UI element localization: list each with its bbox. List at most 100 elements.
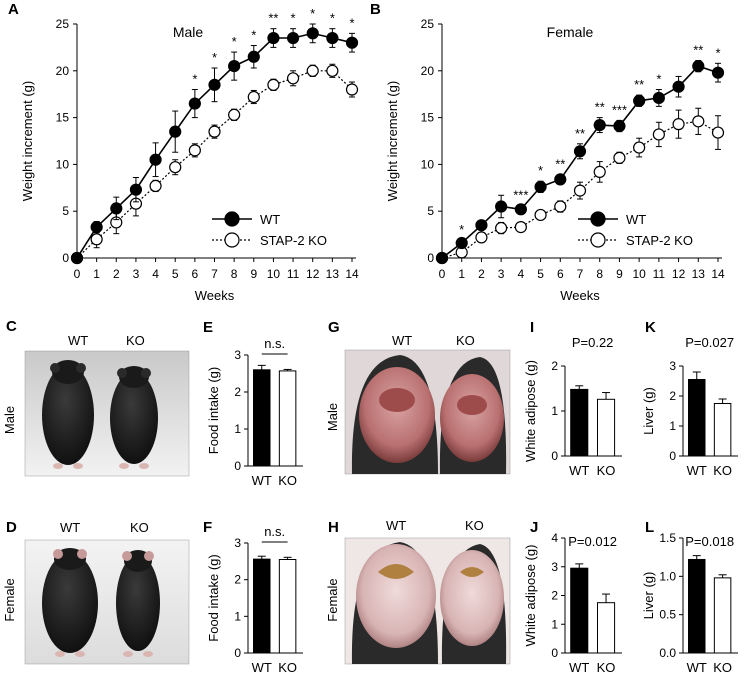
significance-mark: ** — [575, 126, 585, 141]
y-tick-label: 0.0 — [659, 646, 676, 660]
data-point-wt — [613, 119, 626, 133]
y-tick-label: 0 — [234, 459, 241, 473]
bar-wt — [253, 369, 271, 467]
y-axis-label: Weight increment (g) — [385, 81, 400, 201]
x-tick-label: 10 — [632, 267, 646, 281]
data-point-ko — [208, 125, 221, 138]
data-point-wt — [692, 60, 705, 73]
x-tick-label: WT — [569, 463, 589, 478]
data-point-ko — [267, 78, 280, 91]
significance-annotation: P=0.012 — [568, 534, 617, 549]
photo-ko-label: KO — [465, 518, 484, 533]
data-point-ko — [247, 90, 260, 104]
series-line-ko — [76, 70, 353, 259]
significance-annotation: n.s. — [264, 524, 285, 539]
data-point-wt — [593, 118, 606, 132]
x-tick-label: 3 — [498, 267, 505, 281]
data-point-wt — [90, 221, 103, 234]
data-point-wt — [672, 80, 685, 93]
data-point-ko — [554, 200, 567, 213]
data-point-ko — [652, 128, 665, 141]
data-point-ko — [286, 72, 300, 85]
y-tick-label: 5 — [427, 204, 434, 218]
photo-wt-label: WT — [392, 333, 412, 348]
y-tick-label: 25 — [421, 17, 435, 31]
data-point-ko — [188, 144, 201, 157]
x-tick-label: 4 — [518, 267, 525, 281]
data-point-wt — [286, 31, 300, 45]
significance-mark: ** — [693, 43, 703, 58]
data-point-wt — [228, 60, 241, 73]
data-point-ko — [326, 64, 339, 77]
x-tick-label: 14 — [345, 267, 359, 281]
significance-mark: *** — [513, 188, 528, 203]
legend-label: STAP-2 KO — [626, 233, 693, 248]
x-tick-label: 2 — [478, 267, 485, 281]
significance-mark: * — [459, 222, 464, 237]
legend-label: STAP-2 KO — [260, 233, 327, 248]
y-axis-label: Food intake (g) — [206, 367, 221, 454]
significance-annotation: P=0.027 — [685, 335, 734, 350]
data-point-wt — [711, 66, 725, 79]
bar-wt — [570, 388, 589, 457]
significance-mark: * — [715, 45, 720, 60]
x-tick-label: 12 — [672, 267, 686, 281]
data-point-wt — [652, 91, 665, 105]
data-point-ko — [149, 179, 162, 193]
y-tick-label: 1 — [234, 422, 241, 436]
y-tick-label: 15 — [56, 111, 70, 125]
x-tick-label: KO — [713, 463, 732, 478]
x-tick-label: WT — [569, 660, 589, 675]
significance-mark: ** — [634, 77, 644, 92]
x-tick-label: 9 — [616, 267, 623, 281]
x-tick-label: 12 — [306, 267, 320, 281]
data-point-wt — [435, 251, 449, 265]
data-point-wt — [514, 203, 527, 216]
panel-label: A — [8, 1, 19, 18]
data-point-wt — [129, 183, 143, 196]
data-point-wt — [554, 173, 567, 186]
y-tick-label: 1.0 — [659, 569, 676, 583]
data-point-ko — [228, 108, 241, 121]
x-tick-label: KO — [597, 463, 616, 478]
x-tick-label: KO — [713, 660, 732, 675]
data-point-wt — [247, 50, 260, 63]
x-tick-label: 6 — [192, 267, 199, 281]
y-tick-label: 5 — [62, 204, 69, 218]
data-point-ko — [672, 118, 685, 131]
legend-marker — [224, 211, 240, 227]
photo-wt-label: WT — [386, 518, 406, 533]
y-tick-label: 1 — [551, 617, 558, 631]
significance-annotation: P=0.22 — [572, 335, 614, 350]
y-tick-label: 0 — [551, 646, 558, 660]
y-tick-label: 25 — [56, 17, 70, 31]
x-tick-label: 5 — [172, 267, 179, 281]
bar-chart-i: I 0 1 2 White adipose (g) WT KO P=0.22 — [523, 319, 622, 478]
data-point-wt — [475, 219, 488, 232]
data-point-wt — [534, 180, 547, 193]
x-tick-label: KO — [597, 660, 616, 675]
significance-mark: *** — [612, 102, 627, 117]
legend-label: WT — [260, 212, 280, 227]
data-point-ko — [514, 221, 527, 234]
data-point-wt — [326, 31, 339, 45]
data-point-ko — [593, 165, 606, 178]
photo-sex-label: Male — [325, 403, 340, 431]
x-tick-label: WT — [687, 463, 707, 478]
panel-label: C — [6, 318, 17, 335]
y-tick-label: 0.5 — [659, 608, 676, 622]
x-tick-label: 5 — [537, 267, 544, 281]
y-tick-label: 1.5 — [659, 531, 676, 545]
panel-label: H — [328, 519, 339, 536]
x-tick-label: 0 — [439, 267, 446, 281]
photo-ko-label: KO — [130, 520, 149, 535]
legend-marker — [224, 232, 240, 248]
y-tick-label: 2 — [234, 385, 241, 399]
bar-chart-k: K 0 1 2 3 Liver (g) WT KO P=0.027 — [641, 319, 738, 478]
bar-wt — [688, 379, 706, 457]
x-axis-label: Weeks — [560, 288, 600, 303]
significance-mark: * — [349, 15, 354, 30]
significance-mark: * — [232, 34, 237, 49]
